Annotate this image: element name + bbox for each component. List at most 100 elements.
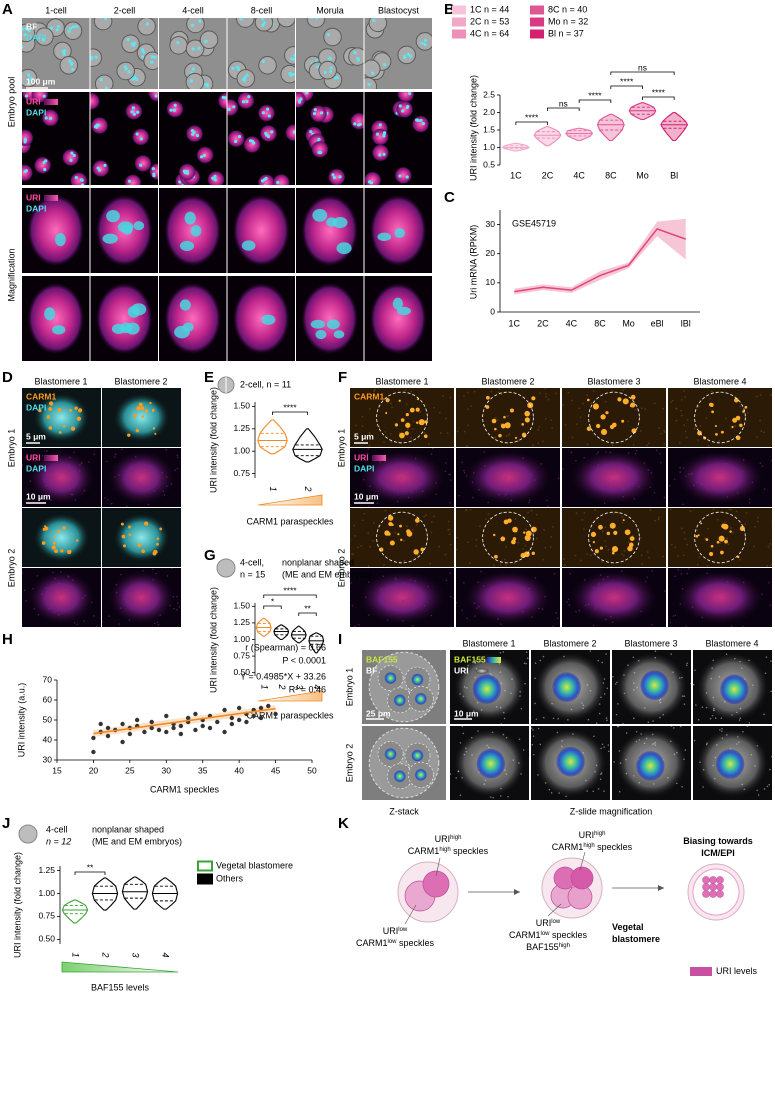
speckle — [385, 412, 388, 415]
noise — [367, 532, 370, 535]
nucleus — [276, 180, 280, 185]
noise — [670, 740, 672, 743]
speckle — [120, 522, 124, 526]
noise — [114, 453, 117, 456]
y-tick-label: 0 — [490, 306, 495, 316]
outline — [376, 511, 428, 564]
noise — [611, 444, 614, 447]
noise — [638, 739, 641, 741]
noise — [528, 499, 531, 502]
noise — [119, 607, 122, 609]
noise — [57, 465, 60, 468]
panel-letter: D — [2, 369, 13, 386]
noise — [608, 591, 610, 594]
overlay-label: BAF155 — [454, 654, 486, 664]
nucleus — [378, 123, 382, 127]
noise — [527, 587, 530, 590]
speckle — [159, 527, 163, 531]
noise — [517, 440, 519, 443]
noise — [423, 605, 426, 607]
nucleus — [416, 118, 420, 123]
violin — [121, 876, 149, 910]
embryo — [148, 162, 158, 181]
noise — [467, 408, 469, 411]
noise — [59, 570, 62, 573]
outline — [482, 511, 534, 564]
noise — [604, 618, 607, 621]
nucleus — [305, 92, 309, 95]
noise — [769, 542, 772, 545]
noise — [745, 512, 748, 514]
noise — [475, 545, 478, 548]
noise — [587, 603, 590, 605]
noise — [644, 408, 647, 411]
gradient-wedge — [257, 690, 323, 702]
noise — [567, 719, 569, 721]
noise — [622, 487, 625, 490]
noise — [538, 392, 541, 395]
nucleus — [310, 18, 314, 19]
noise — [412, 529, 414, 531]
nucleus — [289, 73, 293, 77]
nucleus — [135, 132, 139, 136]
noise — [618, 750, 621, 752]
noise — [635, 730, 638, 733]
nucleus — [150, 55, 154, 59]
noise — [653, 402, 656, 405]
nucleus — [382, 152, 386, 156]
noise — [654, 650, 657, 653]
micrograph — [364, 92, 432, 185]
overlay-label: DAPI — [26, 463, 46, 473]
cell — [676, 450, 764, 505]
noise — [623, 692, 626, 695]
noise — [557, 717, 559, 720]
noise — [528, 501, 530, 504]
noise — [583, 579, 586, 581]
micrograph — [296, 92, 364, 185]
violin — [273, 624, 290, 641]
noise — [58, 582, 61, 585]
significance-label: **** — [525, 112, 539, 122]
noise — [740, 667, 743, 669]
noise — [407, 598, 409, 600]
noise — [538, 425, 541, 428]
noise — [505, 476, 507, 479]
noise — [93, 453, 95, 455]
noise — [154, 597, 157, 600]
x-tick-label: 4C — [566, 318, 578, 328]
nucleus — [102, 233, 118, 244]
noise — [414, 580, 417, 582]
nucleus — [120, 322, 133, 334]
y-tick-label: 50 — [43, 714, 53, 724]
noise — [604, 540, 607, 542]
noise — [79, 464, 81, 466]
noise — [466, 445, 468, 447]
speckle — [609, 522, 616, 529]
noise — [752, 684, 754, 686]
icm-cell — [702, 876, 710, 884]
noise — [604, 482, 607, 484]
speckle — [629, 536, 635, 542]
noise — [33, 494, 36, 497]
noise — [537, 774, 539, 776]
outline — [588, 391, 640, 444]
y-axis-label: URI intensity (fold change) — [12, 852, 22, 958]
cell — [27, 282, 85, 355]
noise — [461, 609, 464, 612]
noise — [594, 770, 596, 773]
noise — [469, 562, 472, 565]
noise — [531, 727, 533, 730]
noise — [459, 794, 462, 797]
noise — [392, 488, 395, 490]
noise — [644, 707, 646, 709]
noise — [622, 722, 624, 724]
noise — [29, 480, 32, 482]
legend-swatch — [197, 860, 213, 872]
diagram-label: BAF155high — [526, 942, 570, 952]
noise — [499, 706, 502, 709]
noise — [659, 716, 661, 719]
cell — [28, 570, 95, 625]
noise — [373, 388, 376, 391]
noise — [395, 578, 398, 581]
noise — [399, 477, 402, 479]
